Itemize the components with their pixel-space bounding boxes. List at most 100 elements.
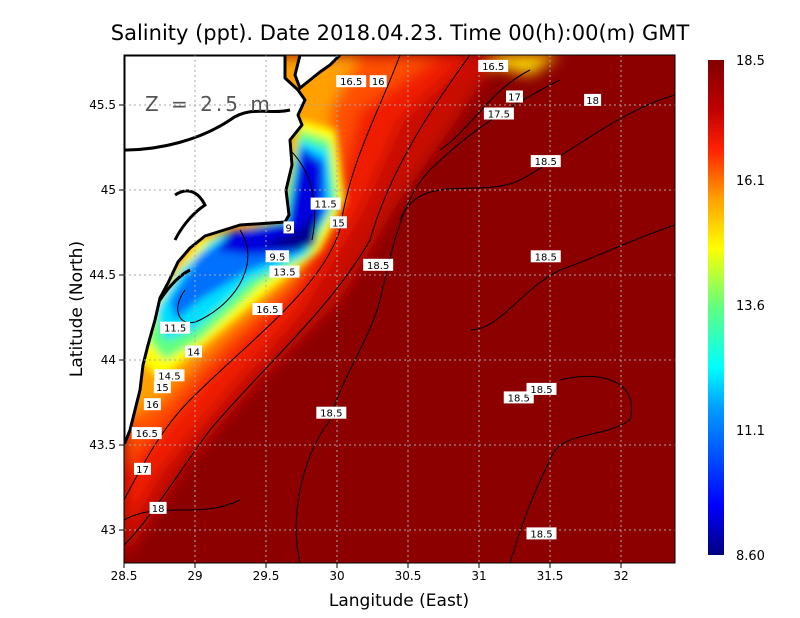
contour-label: 16.5 — [478, 59, 509, 73]
y-tick-label: 44 — [101, 353, 116, 367]
contour-label-text: 13.5 — [273, 268, 295, 279]
contour-label: 17 — [506, 90, 523, 104]
contour-label-bg — [154, 369, 185, 382]
contour-label-bg — [530, 250, 561, 263]
contour-label: 18.5 — [526, 527, 557, 540]
contour-label: 18.5 — [526, 382, 557, 396]
contour-label-bg — [133, 462, 151, 475]
contour-label: 9 — [283, 221, 294, 234]
colorbar-tick-label: 11.1 — [736, 424, 765, 439]
contour-label-bg — [316, 406, 347, 419]
contour-label-text: 16 — [146, 400, 159, 411]
contour-label: 18 — [584, 93, 602, 107]
x-tick-label: 30.5 — [395, 569, 422, 583]
contour-label-bg — [149, 501, 167, 514]
x-tick-label: 31 — [471, 569, 486, 583]
colorbar-tick-label: 8.60 — [736, 549, 765, 564]
contour-label: 16 — [143, 398, 161, 411]
contour-label-text: 11.5 — [164, 324, 186, 335]
colorbar-tick-label: 16.1 — [736, 174, 765, 189]
y-tick-label: 44.5 — [89, 268, 116, 282]
contour-label-text: 18 — [586, 96, 599, 107]
contour-label-bg — [526, 382, 557, 395]
contour-labels: 16.5 1616.51717.51818.518.518.511.51599.5… — [131, 59, 602, 540]
contour-label: 14 — [185, 345, 203, 359]
land-north — [293, 55, 343, 91]
contour-label-text: 16.5 — [136, 429, 158, 440]
y-tick-label: 43 — [101, 523, 116, 537]
colorbar-labels: 18.5 16.1 13.6 11.1 8.60 — [736, 54, 765, 564]
contour-label-bg — [131, 427, 162, 440]
contour-label-bg — [252, 303, 283, 315]
contour-label: 18.5 — [530, 250, 561, 263]
contour-label: 16.5 — [252, 303, 283, 316]
contour-label: 17.5 — [483, 107, 514, 121]
plot-frame — [123, 54, 676, 564]
contour-label-bg — [153, 381, 171, 394]
contour-label: 15 — [329, 216, 347, 229]
contour-label-text: 18.5 — [530, 385, 552, 396]
contour-label-text: 16.5 — [256, 305, 278, 316]
contour-label-text: 15 — [332, 218, 345, 229]
contour-label: 18.5 — [503, 391, 534, 404]
contour-label: 18.5 — [530, 155, 561, 168]
y-tick-label: 45.5 — [89, 98, 116, 112]
salinity-field: Z = 2.5 m 16.5 1616.51717.51818.518.518.5… — [124, 55, 675, 563]
contour-lines — [124, 55, 675, 563]
contour-label-text: 18.5 — [535, 157, 557, 168]
x-tick-label: 32 — [613, 569, 628, 583]
contour-label-text: 16.5 — [340, 77, 362, 88]
contour-label-text: 17 — [136, 465, 149, 476]
contour-label-bg — [530, 155, 561, 168]
contour-label: 16 — [369, 75, 387, 88]
colorbar-tick-label: 18.5 — [736, 54, 765, 69]
contour-label-bg — [329, 216, 347, 229]
x-axis-label: Langitude (East) — [329, 591, 469, 611]
contour-label-text: 14 — [187, 348, 200, 359]
grid-lines — [124, 55, 675, 563]
contour-label: 14.5 — [154, 369, 185, 382]
contour-label-bg — [506, 90, 523, 103]
contour-label-bg — [369, 75, 387, 88]
colorbar — [708, 60, 724, 555]
coastline-inland — [124, 108, 291, 301]
contour-label-text: 16.5 — [482, 62, 504, 73]
colorbar-tick-label: 13.6 — [736, 299, 765, 314]
contour-label-bg — [584, 93, 602, 106]
contour-label-text: 9.5 — [269, 252, 285, 263]
contour-label-bg — [310, 197, 341, 210]
contour-label: 11.5 — [160, 321, 191, 335]
contour-label-bg — [478, 59, 509, 72]
land — [124, 55, 307, 447]
y-tick-label: 43.5 — [89, 438, 116, 452]
contour-label: 18.5 — [363, 258, 394, 272]
contour-label-text: 9 — [286, 223, 292, 234]
contour-label-text: 11.5 — [315, 200, 337, 211]
x-axis: 28.5 29 29.5 30 30.5 31 31.5 32 — [111, 563, 629, 583]
contour-label-bg — [336, 75, 367, 88]
depth-label: Z = 2.5 m — [145, 92, 273, 116]
x-tick-label: 29 — [187, 569, 202, 583]
contour-label-bg — [526, 527, 557, 540]
x-tick-label: 29.5 — [253, 569, 280, 583]
contour-label: 16.5 — [131, 427, 162, 440]
contour-label-text: 16 — [372, 77, 385, 88]
contour-label-bg — [503, 391, 534, 404]
contour-label-bg — [283, 221, 294, 234]
contour-label-text: 18 — [152, 504, 165, 515]
contour-label-text: 18.5 — [320, 409, 342, 420]
y-tick-label: 45 — [101, 183, 116, 197]
contour-label-text: 18.5 — [508, 393, 530, 404]
y-axis: 45.5 45 44.5 44 43.5 43 — [89, 98, 124, 537]
y-axis-label: Latitude (North) — [67, 241, 87, 377]
contour-label-bg — [143, 398, 161, 411]
contour-label: 11.5 — [310, 197, 341, 211]
contour-label-text: 17 — [508, 93, 521, 104]
contour-label-text: 15 — [156, 383, 169, 394]
contour-label-bg — [269, 265, 300, 278]
chart-title: Salinity (ppt). Date 2018.04.23. Time 00… — [111, 21, 690, 45]
contour-label: 15 — [153, 381, 171, 394]
contour-label-text: 14.5 — [158, 371, 180, 382]
contour-label-bg — [185, 345, 203, 358]
contour-label: 16.5 — [336, 75, 367, 88]
